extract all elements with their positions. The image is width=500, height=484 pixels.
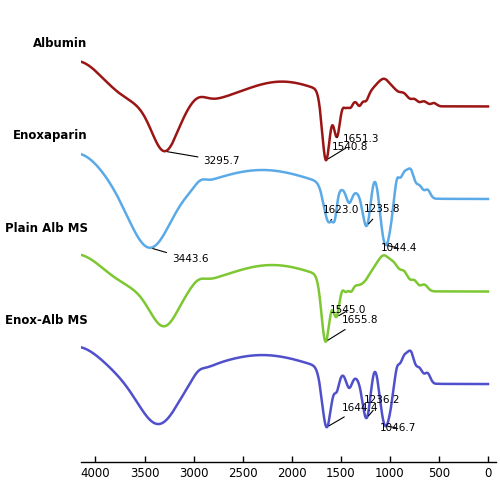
Text: 3443.6: 3443.6 <box>152 249 208 264</box>
Text: 1046.7: 1046.7 <box>380 423 416 433</box>
Text: 1545.0: 1545.0 <box>330 305 366 316</box>
Text: 1235.8: 1235.8 <box>364 204 400 224</box>
Text: 1644.4: 1644.4 <box>329 403 378 426</box>
Text: 1655.8: 1655.8 <box>328 315 378 340</box>
Text: 1236.2: 1236.2 <box>364 395 400 416</box>
Text: Albumin: Albumin <box>34 37 88 50</box>
Text: 3295.7: 3295.7 <box>168 151 240 166</box>
Text: Plain Alb MS: Plain Alb MS <box>4 222 87 235</box>
Text: 1044.4: 1044.4 <box>381 243 418 253</box>
Text: 1651.3: 1651.3 <box>328 134 380 159</box>
Text: Enox-Alb MS: Enox-Alb MS <box>5 314 87 327</box>
Text: Enoxaparin: Enoxaparin <box>13 129 88 142</box>
Text: 1623.0: 1623.0 <box>323 205 360 220</box>
Text: 1540.8: 1540.8 <box>332 137 368 151</box>
